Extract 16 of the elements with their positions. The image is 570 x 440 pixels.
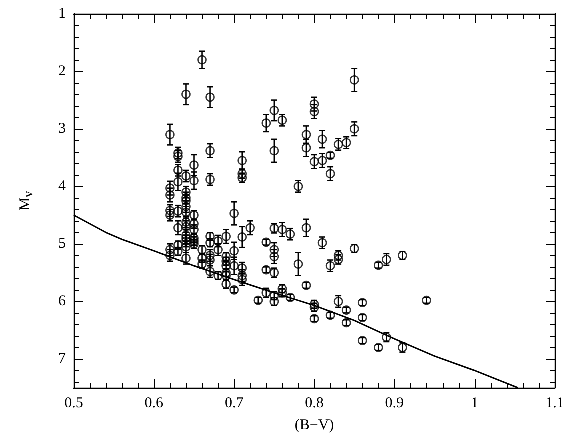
x-tick-label: 0.7 — [224, 396, 244, 412]
x-tick-label: 0.6 — [144, 396, 164, 412]
y-tick-label: 1 — [58, 6, 66, 22]
y-tick-label: 4 — [58, 178, 66, 195]
y-axis-title: MV — [18, 190, 34, 211]
x-tick-label: 1.1 — [546, 396, 564, 412]
y-tick-label: 7 — [58, 351, 66, 368]
y-tick-label: 2 — [58, 64, 66, 80]
y-tick-label: 5 — [58, 236, 66, 252]
y-tick-label: 6 — [58, 294, 66, 310]
x-tick-label: 0.8 — [305, 396, 324, 412]
x-tick-label: 0.5 — [64, 396, 84, 412]
x-tick-label: 1 — [471, 396, 479, 412]
x-tick-label: 0.9 — [385, 396, 404, 412]
y-tick-label: 3 — [58, 121, 66, 138]
x-axis-title: (B−V) — [294, 418, 334, 434]
